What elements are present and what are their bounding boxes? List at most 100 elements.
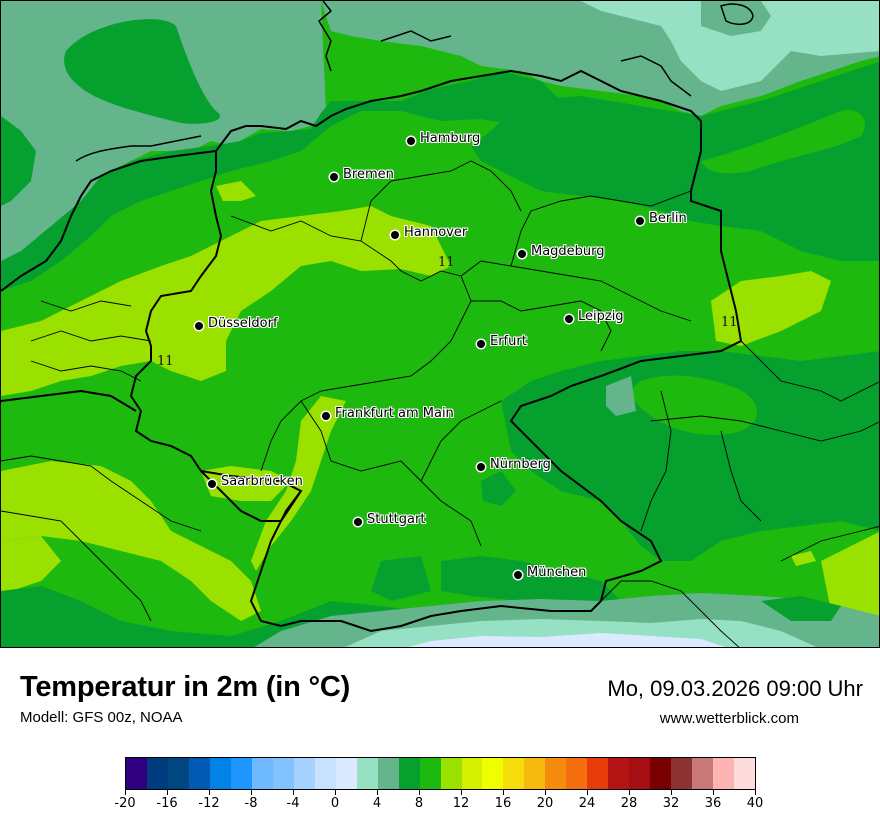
legend-swatch [356,758,378,789]
legend-swatch [209,758,231,789]
legend-tick [125,790,126,795]
city-label: Frankfurt am Main [335,406,454,421]
city-label: Düsseldorf [208,316,278,331]
city-label: München [527,565,587,580]
legend-swatch [126,758,147,789]
legend-swatch [146,758,168,789]
legend-tick [461,790,462,795]
valid-datetime: Mo, 09.03.2026 09:00 Uhr [607,676,863,701]
color-legend [125,757,756,790]
legend-tick [377,790,378,795]
city-marker-icon [195,322,203,330]
legend-tick-label: 40 [746,796,764,811]
legend-swatch [293,758,315,789]
legend-swatch [587,758,609,789]
legend-tick-label: 16 [494,796,512,811]
country-borders [1,69,743,633]
legend-swatch [524,758,546,789]
city-marker-icon [514,571,522,579]
legend-swatch [167,758,189,789]
legend-tick [755,790,756,795]
legend-tick-label: -16 [156,796,178,811]
map-title: Temperatur in 2m (in °C) [20,671,351,703]
legend-tick [167,790,168,795]
city-label: Stuttgart [367,512,426,527]
city-label: Hannover [404,225,468,240]
city-label: Berlin [649,211,687,226]
legend-swatch [377,758,399,789]
city-marker-icon [477,340,485,348]
legend-tick-label: -4 [286,796,300,811]
legend-swatch [671,758,693,789]
legend-tick-label: -20 [114,796,136,811]
city-marker-icon [477,463,485,471]
city-label: Bremen [343,167,394,182]
city-marker-icon [354,518,362,526]
legend-tick-label: 8 [414,796,424,811]
legend-swatch [608,758,630,789]
legend-tick [671,790,672,795]
city-marker-icon [565,315,573,323]
legend-tick-label: -8 [244,796,258,811]
city-marker-icon [518,250,526,258]
map-canvas [1,1,879,647]
legend-tick [629,790,630,795]
city-label: Leipzig [578,309,624,324]
legend-swatch [482,758,504,789]
legend-tick [293,790,294,795]
legend-tick [503,790,504,795]
legend-swatch [503,758,525,789]
city-label: Saarbrücken [221,474,303,489]
legend-tick-label: -12 [198,796,220,811]
legend-swatch [629,758,651,789]
legend-swatch [230,758,252,789]
contour-label: 11 [157,354,174,369]
city-marker-icon [330,173,338,181]
contour-label: 11 [721,315,738,330]
legend-tick [545,790,546,795]
legend-tick-label: 4 [372,796,382,811]
legend-swatch [650,758,672,789]
legend-tick [713,790,714,795]
legend-tick [251,790,252,795]
state-borders [1,160,879,647]
legend-swatch [461,758,483,789]
legend-swatch [335,758,357,789]
legend-swatch [251,758,273,789]
legend-tick-label: 28 [620,796,638,811]
city-marker-icon [322,412,330,420]
model-info: Modell: GFS 00z, NOAA [20,709,183,726]
legend-swatch [398,758,420,789]
legend-swatch [566,758,588,789]
city-marker-icon [407,137,415,145]
city-label: Erfurt [490,334,527,349]
legend-swatch [692,758,714,789]
legend-swatch [713,758,735,789]
legend-tick-label: 36 [704,796,722,811]
legend-tick-label: 24 [578,796,596,811]
legend-ticks: -20 -16 -12 -8 -4 0 4 8 12 16 20 24 28 32 36 40 [114,790,763,820]
coastline [75,1,754,162]
legend-swatch [545,758,567,789]
city-marker-icon [208,480,216,488]
legend-swatch [734,758,756,789]
legend-tick [419,790,420,795]
contour-label: 11 [438,255,455,270]
city-label: Hamburg [420,131,481,146]
city-marker-icon [636,217,644,225]
legend-tick-label: 0 [330,796,340,811]
legend-tick [335,790,336,795]
website-link[interactable]: www.wetterblick.com [659,710,799,727]
legend-swatch [188,758,210,789]
city-label: Nürnberg [490,457,551,472]
legend-swatch [419,758,441,789]
temperature-map: 11 11 11 Hamburg Bremen Berlin Hannover … [0,0,880,648]
legend-swatch [440,758,462,789]
legend-tick-label: 20 [536,796,554,811]
legend-tick [587,790,588,795]
legend-swatch [314,758,336,789]
city-marker-icon [391,231,399,239]
legend-tick-label: 32 [662,796,680,811]
city-label: Magdeburg [531,244,605,259]
legend-tick-label: 12 [452,796,470,811]
